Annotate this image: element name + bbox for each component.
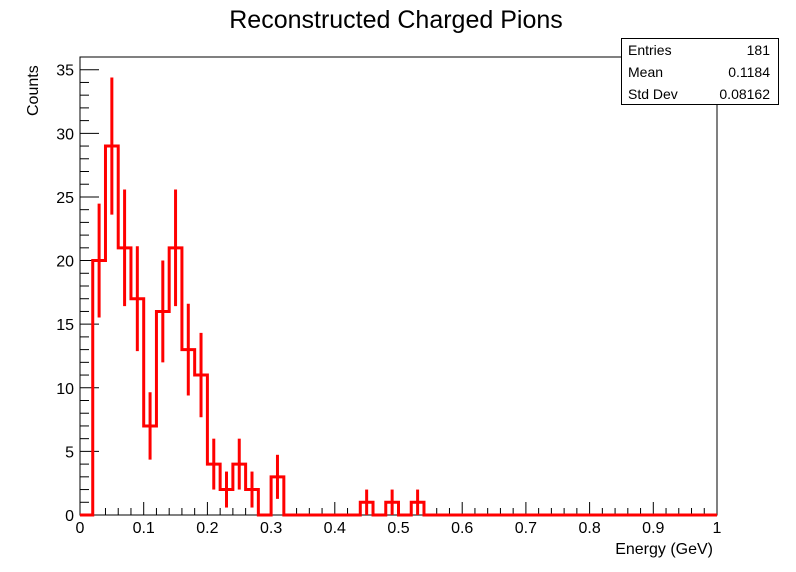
y-tick-label: 10 [56, 381, 74, 398]
stats-std-label: Std Dev [628, 86, 678, 102]
stats-row-entries: Entries 181 [628, 39, 770, 61]
axis-ticks: 0 0.1 0.2 0.3 0.4 0.5 0.6 0.7 0.8 0.9 105101520253… [56, 56, 722, 537]
x-tick-label: 0.6 [451, 520, 473, 537]
y-tick-label: 15 [56, 317, 74, 334]
histogram-series [80, 77, 717, 517]
stats-row-mean: Mean 0.1184 [628, 61, 770, 83]
y-tick-label: 25 [56, 190, 74, 207]
y-tick-label: 35 [56, 63, 74, 80]
stats-mean-label: Mean [628, 64, 664, 80]
y-tick-label: 30 [56, 126, 74, 143]
x-tick-label: 0 [76, 520, 85, 537]
x-tick-label: 0.2 [196, 520, 218, 537]
x-tick-label: 0.8 [578, 520, 600, 537]
stats-entries-label: Entries [628, 42, 672, 58]
x-tick-label: 0.5 [387, 520, 409, 537]
y-tick-label: 20 [56, 254, 74, 271]
stats-row-std: Std Dev 0.08162 [628, 83, 770, 105]
y-tick-label: 5 [65, 444, 74, 461]
x-tick-label: 0.4 [324, 520, 346, 537]
x-axis-label: Energy (GeV) [615, 541, 713, 558]
x-tick-label: 0.7 [515, 520, 537, 537]
histogram-step-line [80, 144, 717, 517]
chart-title: Reconstructed Charged Pions [229, 6, 563, 34]
y-tick-label: 0 [65, 508, 74, 525]
y-axis-label: Counts [25, 65, 42, 116]
x-tick-label: 1 [713, 520, 722, 537]
stats-entries-value: 181 [746, 42, 770, 58]
x-tick-label: 0.3 [260, 520, 282, 537]
stats-box: Entries 181 Mean 0.1184 Std Dev 0.08162 [621, 38, 779, 105]
stats-std-value: 0.08162 [719, 86, 770, 102]
stats-mean-value: 0.1184 [728, 64, 770, 80]
x-tick-label: 0.9 [642, 520, 664, 537]
x-tick-label: 0.1 [133, 520, 155, 537]
